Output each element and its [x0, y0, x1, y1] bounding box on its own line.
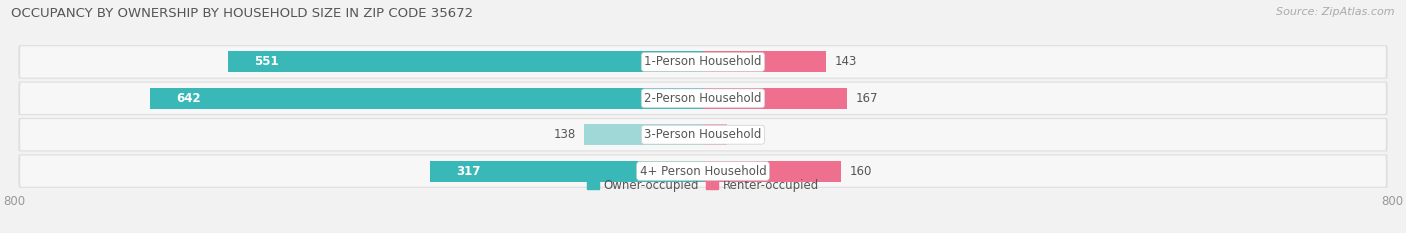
Text: 160: 160 — [849, 164, 872, 178]
Bar — [703, 124, 727, 145]
FancyBboxPatch shape — [18, 118, 1388, 151]
FancyBboxPatch shape — [20, 155, 1386, 187]
Bar — [229, 51, 703, 72]
Text: 3-Person Household: 3-Person Household — [644, 128, 762, 141]
FancyBboxPatch shape — [18, 154, 1388, 188]
Bar — [430, 161, 703, 182]
Text: 1-Person Household: 1-Person Household — [644, 55, 762, 69]
Bar — [150, 88, 703, 109]
Text: OCCUPANCY BY OWNERSHIP BY HOUSEHOLD SIZE IN ZIP CODE 35672: OCCUPANCY BY OWNERSHIP BY HOUSEHOLD SIZE… — [11, 7, 474, 20]
Bar — [703, 88, 846, 109]
Bar — [583, 124, 703, 145]
Bar — [703, 161, 841, 182]
FancyBboxPatch shape — [20, 119, 1386, 150]
Text: 642: 642 — [176, 92, 201, 105]
Text: 167: 167 — [855, 92, 877, 105]
Text: 4+ Person Household: 4+ Person Household — [640, 164, 766, 178]
FancyBboxPatch shape — [20, 46, 1386, 78]
Legend: Owner-occupied, Renter-occupied: Owner-occupied, Renter-occupied — [582, 175, 824, 197]
Text: 28: 28 — [735, 128, 751, 141]
Text: 143: 143 — [835, 55, 858, 69]
FancyBboxPatch shape — [18, 82, 1388, 115]
Text: Source: ZipAtlas.com: Source: ZipAtlas.com — [1277, 7, 1395, 17]
Text: 138: 138 — [554, 128, 575, 141]
Bar — [703, 51, 827, 72]
FancyBboxPatch shape — [18, 45, 1388, 79]
FancyBboxPatch shape — [20, 83, 1386, 114]
Text: 551: 551 — [254, 55, 278, 69]
Text: 2-Person Household: 2-Person Household — [644, 92, 762, 105]
Text: 317: 317 — [456, 164, 481, 178]
